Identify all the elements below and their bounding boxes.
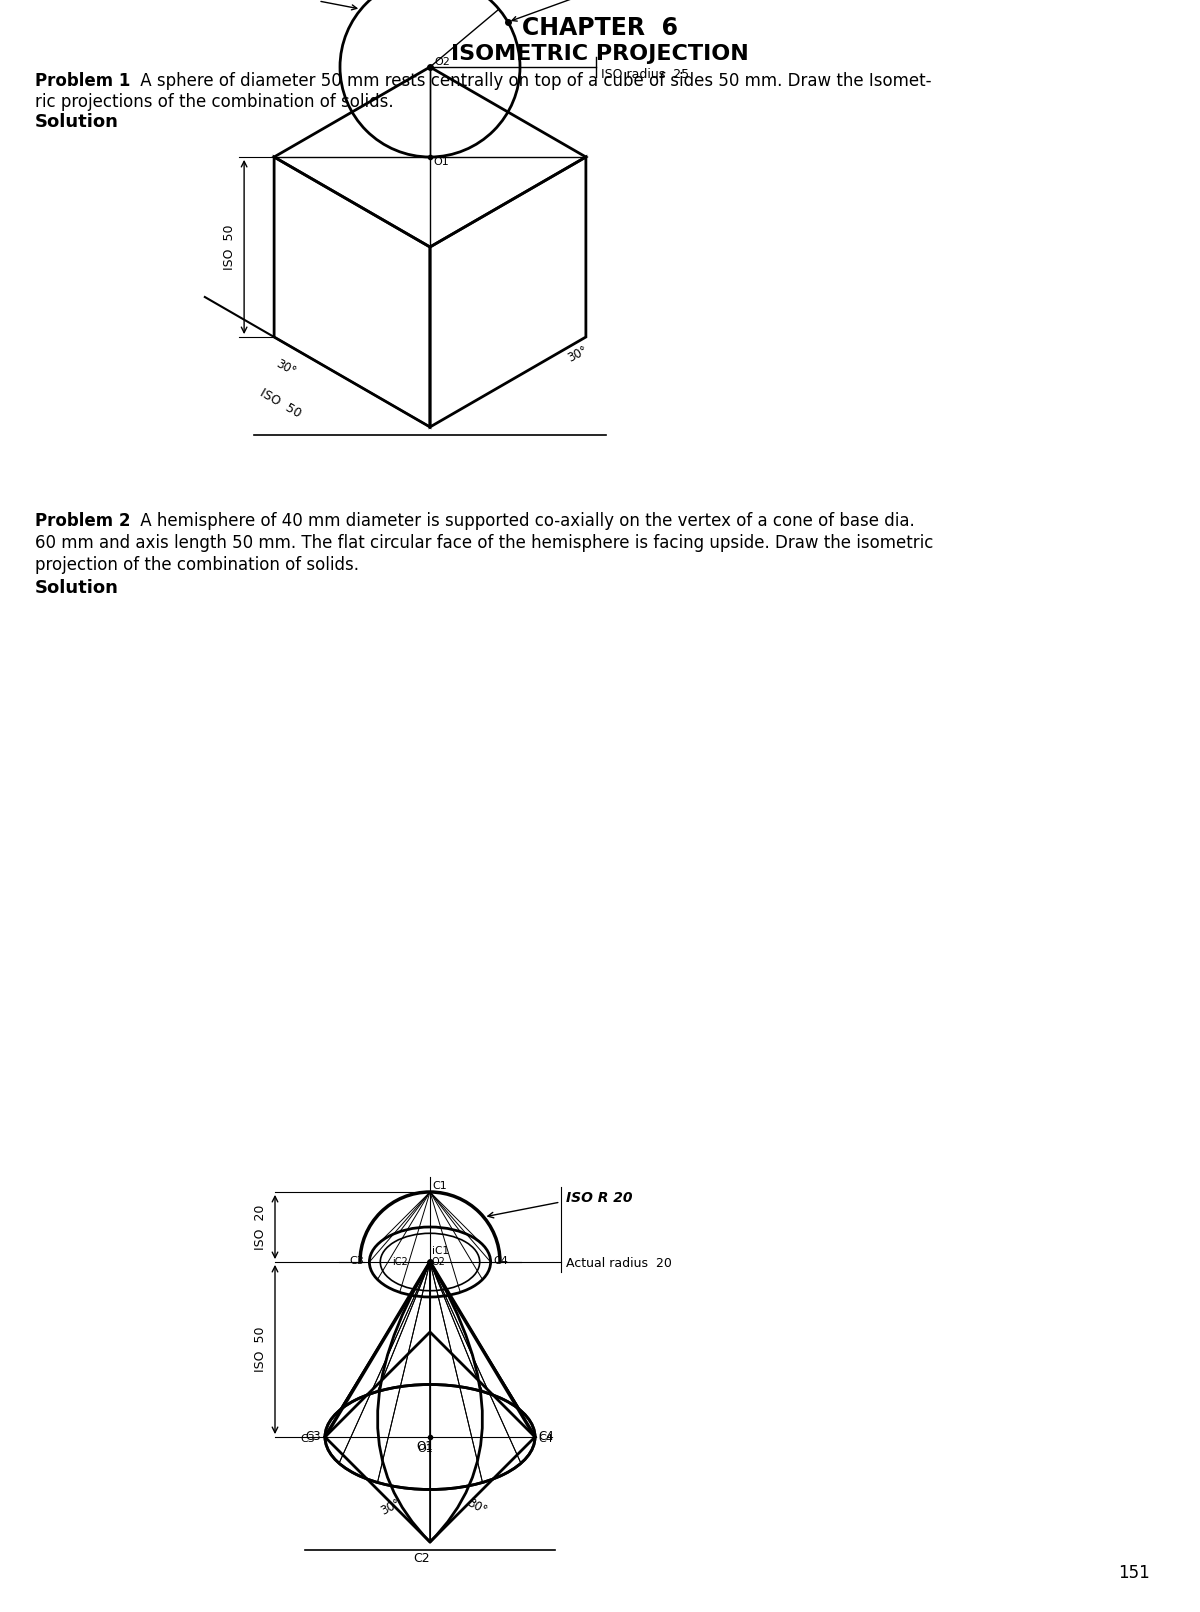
Text: C4: C4 bbox=[538, 1435, 553, 1444]
Text: ISO  50: ISO 50 bbox=[254, 1327, 266, 1372]
Text: ISO R 20: ISO R 20 bbox=[565, 1191, 632, 1206]
Text: SP Φ 50: SP Φ 50 bbox=[266, 0, 356, 10]
Text: C1: C1 bbox=[432, 1182, 446, 1191]
Text: C3: C3 bbox=[349, 1256, 364, 1265]
Text: ISO  50: ISO 50 bbox=[223, 224, 236, 269]
Text: TRUE RADIUS OF 50φ: TRUE RADIUS OF 50φ bbox=[512, 0, 662, 21]
Text: ric projections of the combination of solids.: ric projections of the combination of so… bbox=[35, 93, 394, 111]
Text: O2: O2 bbox=[432, 1257, 446, 1267]
Text: O1: O1 bbox=[433, 156, 449, 168]
Text: 151: 151 bbox=[1118, 1564, 1150, 1581]
Text: 60 mm and axis length 50 mm. The flat circular face of the hemisphere is facing : 60 mm and axis length 50 mm. The flat ci… bbox=[35, 534, 934, 551]
Text: O2: O2 bbox=[434, 56, 450, 68]
Text: 30°: 30° bbox=[378, 1496, 402, 1517]
Text: C4: C4 bbox=[493, 1256, 509, 1265]
Text: C2: C2 bbox=[414, 1552, 431, 1565]
Text: A hemisphere of 40 mm diameter is supported co-axially on the vertex of a cone o: A hemisphere of 40 mm diameter is suppor… bbox=[134, 513, 914, 530]
Text: ISOMETRIC PROJECTION: ISOMETRIC PROJECTION bbox=[451, 44, 749, 64]
Text: Solution: Solution bbox=[35, 113, 119, 131]
Text: Problem 2: Problem 2 bbox=[35, 513, 131, 530]
Text: 30°: 30° bbox=[466, 1496, 490, 1517]
Text: C3: C3 bbox=[305, 1430, 320, 1443]
Text: O1: O1 bbox=[416, 1440, 433, 1452]
Text: CHAPTER  6: CHAPTER 6 bbox=[522, 16, 678, 40]
Text: ISO  20: ISO 20 bbox=[254, 1204, 266, 1249]
Text: projection of the combination of solids.: projection of the combination of solids. bbox=[35, 556, 359, 574]
Text: C3: C3 bbox=[300, 1435, 314, 1444]
Text: iC1: iC1 bbox=[432, 1246, 449, 1256]
Text: ISO radius  25: ISO radius 25 bbox=[601, 68, 689, 82]
Text: Problem 1: Problem 1 bbox=[35, 73, 131, 90]
Text: O1: O1 bbox=[418, 1444, 433, 1454]
Text: ISO  50: ISO 50 bbox=[258, 385, 304, 421]
Text: Solution: Solution bbox=[35, 579, 119, 596]
Text: 30°: 30° bbox=[566, 343, 590, 364]
Text: Actual radius  20: Actual radius 20 bbox=[565, 1257, 672, 1270]
Text: C4: C4 bbox=[538, 1430, 553, 1443]
Text: A sphere of diameter 50 mm rests centrally on top of a cube of sides 50 mm. Draw: A sphere of diameter 50 mm rests central… bbox=[134, 73, 931, 90]
Text: iC2: iC2 bbox=[392, 1257, 408, 1267]
Text: 30°: 30° bbox=[274, 356, 299, 377]
